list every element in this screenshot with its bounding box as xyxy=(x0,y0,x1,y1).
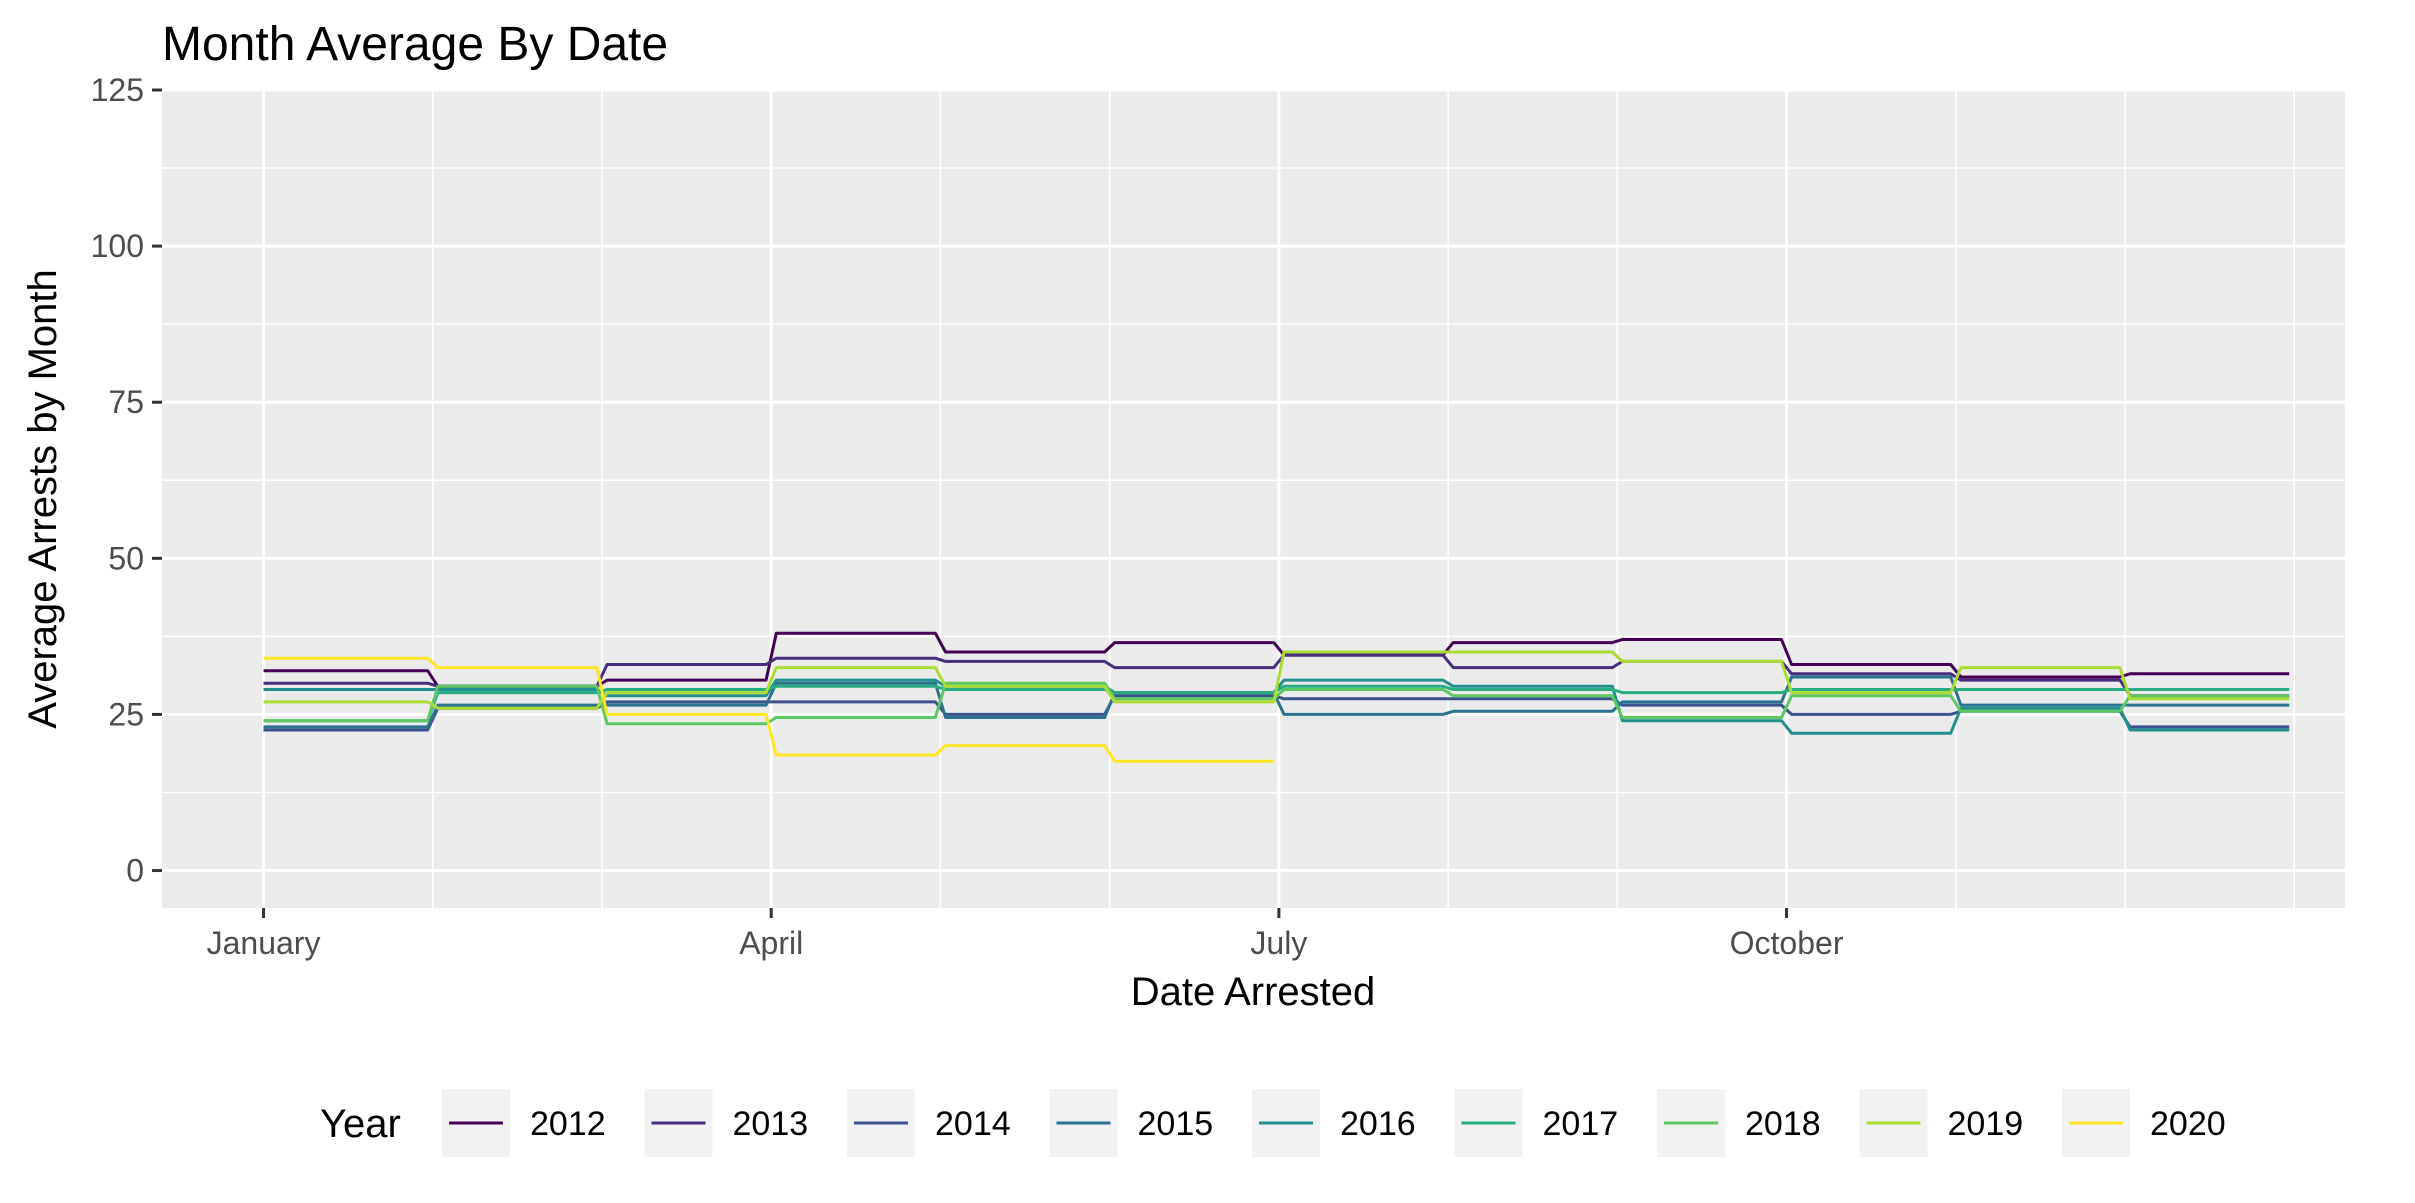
x-axis: January April July October xyxy=(207,908,1844,961)
legend-label: 2015 xyxy=(1138,1105,1214,1143)
series-line-2013 xyxy=(263,653,2290,698)
legend-label: 2016 xyxy=(1340,1105,1416,1143)
legend-item-2019: 2019 xyxy=(1859,1089,2024,1157)
y-axis-title: Average Arrests by Month xyxy=(21,269,65,729)
legend-title: Year xyxy=(320,1102,401,1146)
y-axis: 0 25 50 75 100 125 xyxy=(91,72,162,889)
legend-item-2013: 2013 xyxy=(644,1089,809,1157)
major-gridlines xyxy=(162,88,2345,908)
legend-item-2018: 2018 xyxy=(1657,1089,1821,1157)
legend-item-2017: 2017 xyxy=(1454,1089,1619,1157)
x-tick-label: October xyxy=(1730,925,1844,961)
legend-label: 2019 xyxy=(1948,1105,2024,1143)
legend-item-2015: 2015 xyxy=(1049,1089,1214,1157)
legend-label: 2014 xyxy=(935,1105,1011,1143)
legend-item-2020: 2020 xyxy=(2062,1089,2226,1157)
y-tick-label: 75 xyxy=(108,384,144,420)
legend-label: 2020 xyxy=(2150,1105,2226,1143)
y-tick-label: 100 xyxy=(91,228,144,264)
legend-item-2012: 2012 xyxy=(442,1089,606,1157)
chart-title: Month Average By Date xyxy=(162,18,668,71)
x-tick-label: January xyxy=(207,925,321,961)
legend-label: 2017 xyxy=(1543,1105,1619,1143)
series-lines xyxy=(263,631,2290,763)
legend: Year 2012 2013 2014 2015 2016 2017 2018 2019 202… xyxy=(320,1089,2226,1157)
y-tick-label: 25 xyxy=(108,696,144,732)
minor-gridlines xyxy=(162,90,2345,908)
legend-label: 2018 xyxy=(1745,1105,1821,1143)
legend-item-2016: 2016 xyxy=(1252,1089,1416,1157)
series-line-2019 xyxy=(263,650,2290,710)
x-tick-label: July xyxy=(1250,925,1307,961)
y-tick-label: 0 xyxy=(126,853,144,889)
series-line-2020 xyxy=(263,656,1274,763)
legend-label: 2012 xyxy=(530,1105,606,1143)
plot-panel xyxy=(162,90,2345,908)
series-line-2018 xyxy=(263,681,2290,726)
legend-item-2014: 2014 xyxy=(847,1089,1011,1157)
y-tick-label: 125 xyxy=(91,72,144,108)
x-axis-title: Date Arrested xyxy=(1131,970,1376,1014)
series-line-2012 xyxy=(263,631,2290,688)
y-tick-label: 50 xyxy=(108,540,144,576)
x-tick-label: April xyxy=(739,925,803,961)
legend-label: 2013 xyxy=(733,1105,809,1143)
